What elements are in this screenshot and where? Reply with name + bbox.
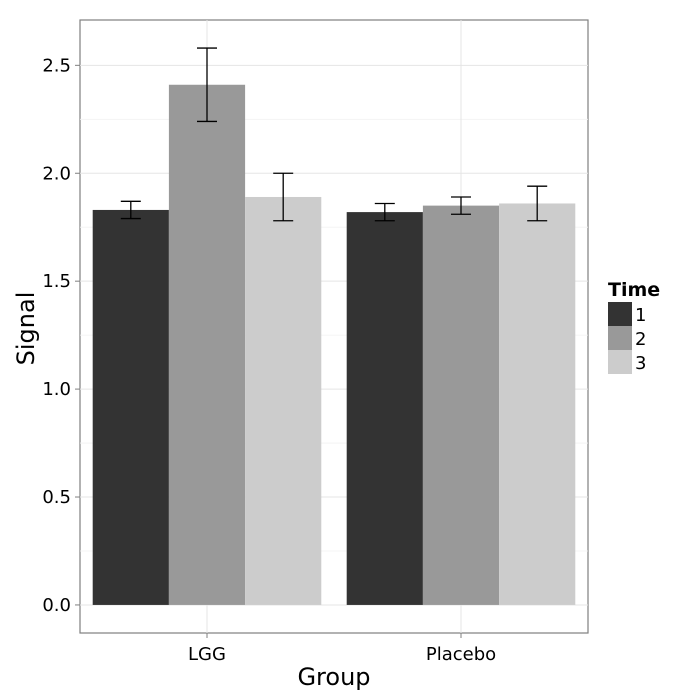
errorbars-layer (120, 47, 548, 222)
x-axis: LGG Placebo (188, 633, 496, 665)
bar (346, 212, 423, 605)
y-tick-label: 0.0 (42, 595, 71, 616)
legend-swatch (608, 302, 632, 326)
bar (422, 205, 500, 605)
bar (499, 203, 576, 605)
bar (245, 196, 322, 605)
legend-label: 2 (635, 329, 646, 350)
y-axis-title: Signal (12, 292, 40, 366)
y-tick-label: 2.5 (42, 55, 71, 76)
x-tick-label: Placebo (426, 644, 496, 665)
legend-label: 3 (635, 353, 646, 374)
y-tick-label: 2.0 (42, 163, 71, 184)
y-tick-label: 1.0 (42, 379, 71, 400)
y-tick-label: 1.5 (42, 271, 71, 292)
y-axis: 0.0 0.5 1.0 1.5 2.0 2.5 (42, 55, 80, 616)
legend: Time 1 2 3 (608, 279, 660, 374)
y-tick-label: 0.5 (42, 487, 71, 508)
bar (92, 209, 169, 605)
bars-layer (92, 84, 576, 605)
x-axis-title: Group (297, 663, 370, 691)
x-tick-label: LGG (188, 644, 226, 665)
legend-label: 1 (635, 305, 646, 326)
legend-swatch (608, 326, 632, 350)
legend-swatch (608, 350, 632, 374)
bar (168, 84, 246, 605)
legend-title: Time (608, 279, 660, 301)
